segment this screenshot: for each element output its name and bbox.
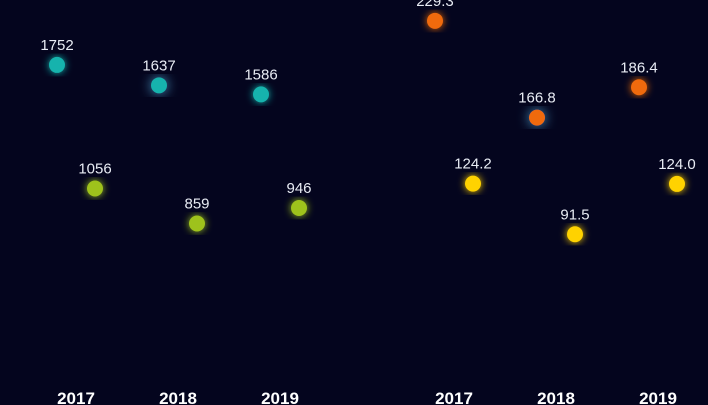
chart1-dot-2017-series1 bbox=[49, 56, 65, 73]
chart1-value-label-2019-series2: 946 bbox=[286, 180, 311, 197]
chart2-value-label-2019-series1: 186.4 bbox=[620, 59, 658, 76]
chart1-value-label-2017-series1: 1752 bbox=[40, 37, 73, 54]
chart1-dot-2017-series2 bbox=[87, 180, 103, 197]
chart2-value-label-2018-series1: 166.8 bbox=[518, 90, 556, 107]
chart2-dot-2019-series2 bbox=[669, 175, 685, 192]
chart2-value-label-2017-series2: 124.2 bbox=[454, 156, 492, 173]
chart1-value-label-2017-series2: 1056 bbox=[78, 160, 111, 177]
chart1-value-label-2019-series1: 1586 bbox=[244, 66, 277, 83]
chart2-value-label-2018-series2: 91.5 bbox=[560, 206, 589, 223]
chart2-category-label-2019: 2019 bbox=[639, 389, 677, 405]
chart2-dot-2017-series1 bbox=[427, 12, 443, 29]
chart2-dot-2018-series2 bbox=[567, 226, 583, 243]
chart1-dot-2018-series1 bbox=[151, 77, 167, 94]
chart1-dot-2018-series2 bbox=[189, 215, 205, 232]
chart2-dot-2019-series1 bbox=[631, 79, 647, 96]
chart1-value-label-2018-series1: 1637 bbox=[142, 57, 175, 74]
chart2-value-label-2019-series2: 124.0 bbox=[658, 156, 696, 173]
chart1-category-label-2018: 2018 bbox=[159, 389, 197, 405]
chart2-dot-2017-series2 bbox=[465, 175, 481, 192]
chart1-value-label-2018-series2: 859 bbox=[184, 195, 209, 212]
chart1-dot-2019-series1 bbox=[253, 86, 269, 103]
chart2-value-label-2017-series1: 229.3 bbox=[416, 0, 454, 10]
chart2-dot-2018-series1 bbox=[529, 109, 545, 126]
chart2-category-label-2018: 2018 bbox=[537, 389, 575, 405]
chart2-category-label-2017: 2017 bbox=[435, 389, 473, 405]
chart1-category-label-2017: 2017 bbox=[57, 389, 95, 405]
chart1-dot-2019-series2 bbox=[291, 200, 307, 217]
chart1-category-label-2019: 2019 bbox=[261, 389, 299, 405]
